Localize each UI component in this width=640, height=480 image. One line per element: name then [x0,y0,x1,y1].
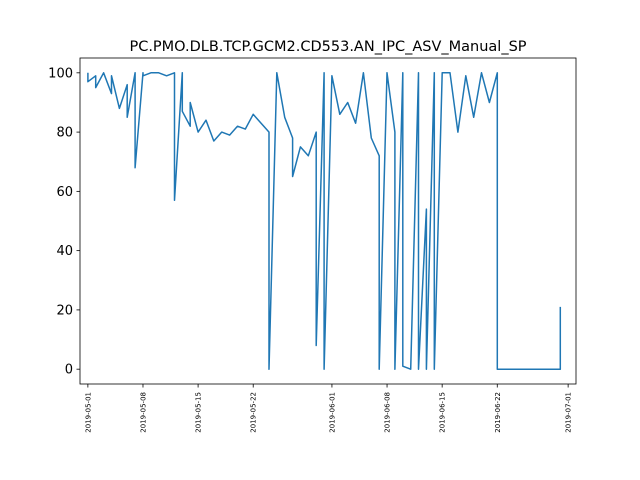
y-tick-label: 0 [65,363,73,378]
x-tick-label: 2019-07-01 [565,392,573,433]
axes-frame [79,57,577,385]
y-tick-label: 80 [56,126,73,141]
x-tick-label: 2019-06-22 [494,392,502,433]
y-tick-label: 40 [56,244,73,259]
x-tick-label: 2019-06-15 [439,392,447,433]
y-tick-label: 60 [56,185,73,200]
x-tick-label: 2019-05-22 [250,392,258,433]
chart-title: PC.PMO.DLB.TCP.GCM2.CD553.AN_IPC_ASV_Man… [129,39,526,55]
series-line-0 [87,72,562,370]
x-tick-label: 2019-06-01 [328,392,336,433]
plot-area: 0 20 40 60 80 100 2019-05-01 2019-05-08 2019-05-… [48,57,577,433]
x-tick-label: 2019-06-08 [384,392,392,433]
x-tick-label: 2019-05-01 [84,392,92,433]
x-tick-label: 2019-05-08 [139,392,147,433]
y-tick-label: 20 [56,303,73,318]
x-tick-label: 2019-05-15 [195,392,203,433]
y-tick-label: 100 [48,66,73,81]
